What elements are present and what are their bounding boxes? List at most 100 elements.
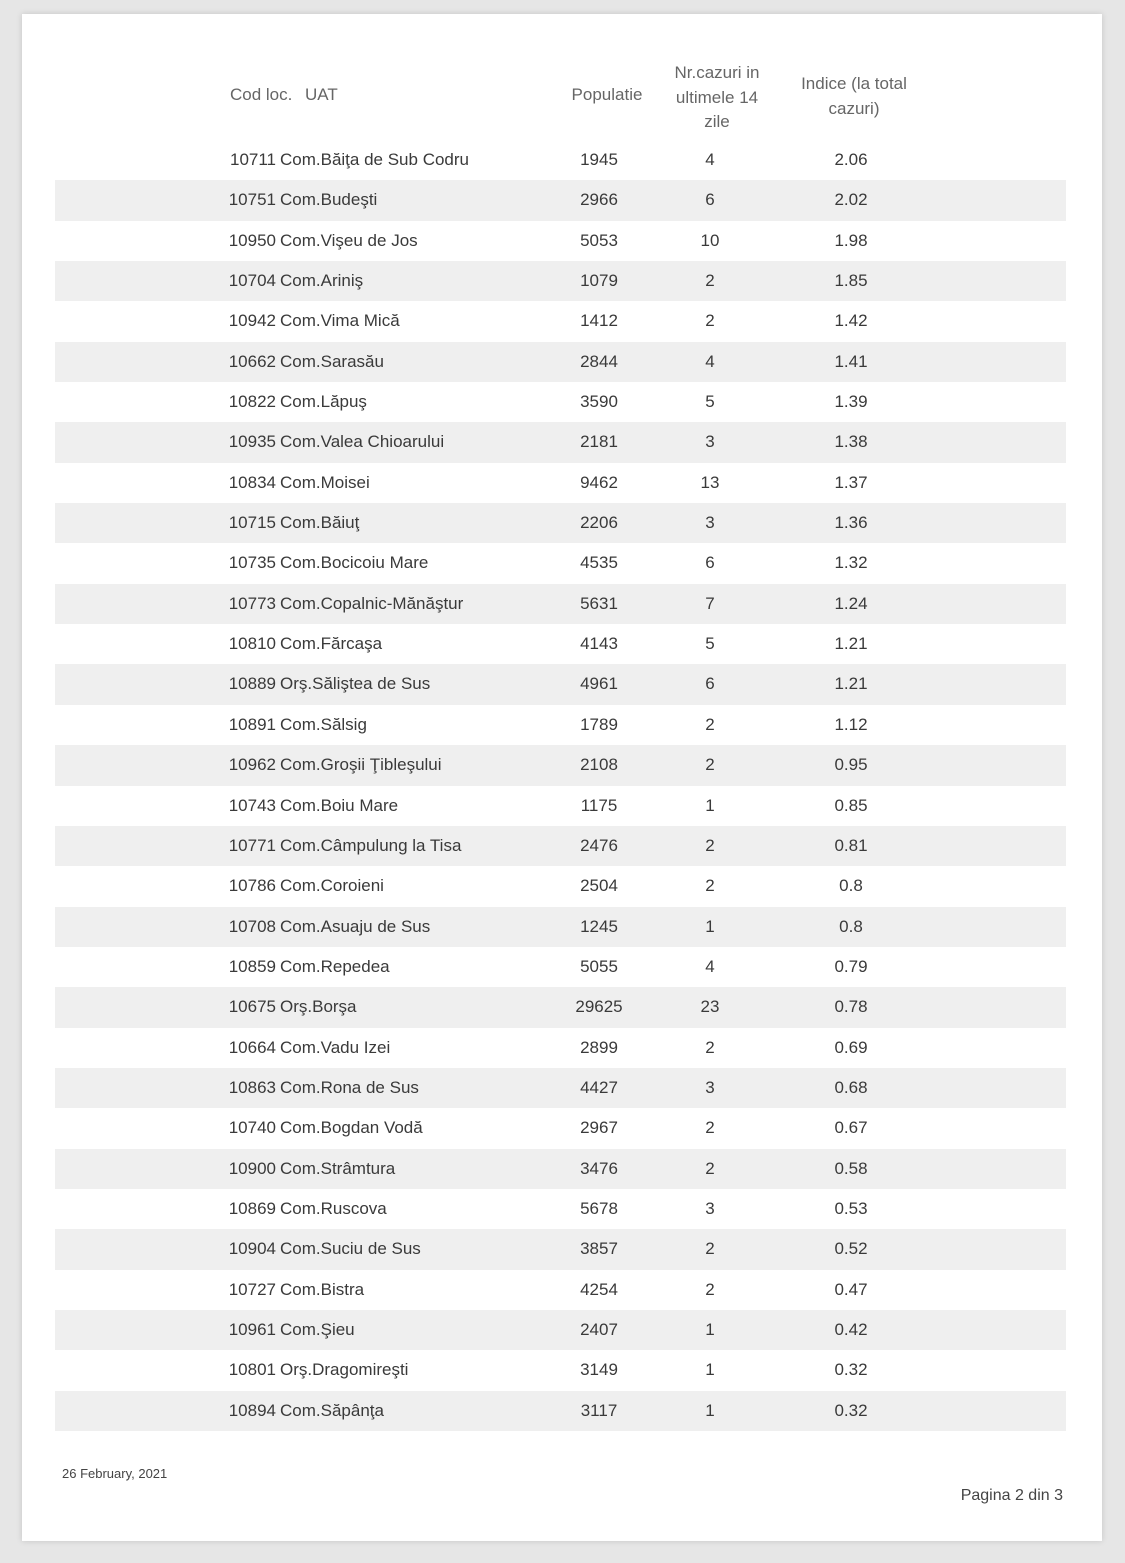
cell-index: 1.12 (834, 714, 868, 734)
cell-code: 10675 (228, 997, 276, 1017)
cell-index: 0.8 (839, 916, 863, 936)
cell-uat: Orş.Săliştea de Sus (280, 674, 431, 694)
cell-index: 1.98 (834, 230, 868, 250)
cell-index: 0.52 (834, 1239, 868, 1259)
cell-population: 2108 (580, 755, 618, 775)
cell-uat: Com.Valea Chioarului (280, 432, 445, 452)
header-index-line: cazuri) (828, 98, 880, 118)
cell-code: 10810 (228, 634, 276, 654)
table-row: 10662 Com.Sarasău 2844 4 1.41 (55, 341, 1066, 383)
cell-code: 10904 (228, 1239, 276, 1259)
cell-code: 10771 (228, 835, 276, 855)
cell-population: 2181 (580, 432, 618, 452)
cell-population: 2967 (580, 1118, 618, 1138)
cell-code: 10786 (228, 876, 276, 896)
table-row: 10900 Com.Strâmtura 3476 2 0.58 (55, 1148, 1066, 1189)
table-row: 10935 Com.Valea Chioarului 2181 3 1.38 (55, 422, 1066, 463)
cell-cases: 7 (705, 593, 715, 613)
cell-cases: 4 (705, 956, 715, 976)
cell-index: 0.58 (834, 1158, 868, 1178)
table-row: 10961 Com.Şieu 2407 1 0.42 (55, 1309, 1066, 1351)
cell-population: 5631 (580, 593, 618, 613)
footer-date: 26 February, 2021 (62, 1466, 168, 1481)
cell-uat: Com.Budeşti (280, 190, 378, 210)
cell-population: 5678 (580, 1198, 618, 1218)
cell-uat: Com.Vişeu de Jos (280, 230, 418, 250)
cell-index: 1.37 (834, 472, 868, 492)
table-row: 10869 Com.Ruscova 5678 3 0.53 (55, 1189, 1066, 1229)
cell-uat: Com.Lăpuş (280, 392, 367, 412)
header-cases-line: ultimele 14 (675, 87, 759, 107)
cell-cases: 6 (705, 674, 715, 694)
cell-cases: 2 (705, 876, 715, 896)
cell-code: 10961 (228, 1319, 276, 1339)
cell-cases: 3 (705, 1198, 715, 1218)
cell-population: 2899 (580, 1037, 618, 1057)
cell-index: 0.32 (834, 1400, 868, 1420)
cell-cases: 5 (705, 634, 715, 654)
table-row: 10950 Com.Vişeu de Jos 5053 10 1.98 (55, 221, 1066, 261)
table-row: 10962 Com.Groşii Ţibleşului 2108 2 0.95 (55, 745, 1066, 786)
cell-index: 0.78 (834, 997, 868, 1017)
cell-population: 3857 (580, 1239, 618, 1259)
table-row: 10904 Com.Suciu de Sus 3857 2 0.52 (55, 1229, 1066, 1270)
cell-index: 0.67 (834, 1118, 868, 1138)
cell-population: 2966 (580, 190, 618, 210)
cell-cases: 2 (705, 1037, 715, 1057)
cell-code: 10801 (228, 1360, 276, 1380)
cell-cases: 4 (705, 150, 715, 169)
header-index-line: Indice (la total (801, 74, 907, 93)
cell-index: 0.81 (834, 835, 868, 855)
table-row: 10773 Com.Copalnic-Mănăştur 5631 7 1.24 (55, 583, 1066, 625)
cell-code: 10711 (229, 150, 276, 169)
cell-index: 0.8 (839, 876, 863, 896)
cell-uat: Com.Strâmtura (280, 1158, 396, 1178)
cell-code: 10889 (228, 674, 276, 694)
table-row: 10822 Com.Lăpuş 3590 5 1.39 (55, 382, 1066, 422)
cell-cases: 2 (705, 714, 715, 734)
header-code: Cod loc. (230, 85, 293, 104)
cell-cases: 6 (705, 190, 715, 210)
cell-population: 3590 (580, 392, 618, 412)
cell-index: 0.85 (834, 795, 868, 815)
table-row: 10786 Com.Coroieni 2504 2 0.8 (55, 866, 1066, 906)
cell-uat: Com.Bistra (280, 1279, 365, 1299)
cell-index: 1.42 (834, 311, 868, 331)
cell-uat: Com.Ariniş (280, 271, 364, 291)
cell-uat: Com.Vadu Izei (280, 1037, 391, 1057)
cell-population: 2407 (580, 1319, 618, 1339)
cell-code: 10743 (228, 795, 276, 815)
cell-cases: 6 (705, 553, 715, 573)
cell-code: 10942 (228, 311, 276, 331)
cell-code: 10891 (228, 714, 276, 734)
cell-population: 4535 (580, 553, 618, 573)
table-row: 10751 Com.Budeşti 2966 6 2.02 (55, 180, 1066, 221)
cell-population: 1175 (580, 795, 618, 815)
cell-cases: 2 (705, 311, 715, 331)
cell-index: 2.02 (834, 190, 868, 210)
cell-uat: Com.Băiuţ (280, 513, 360, 533)
cell-code: 10900 (228, 1158, 276, 1178)
cell-code: 10869 (228, 1198, 276, 1218)
cell-population: 1789 (580, 714, 618, 734)
cell-code: 10751 (228, 190, 276, 210)
table-row: 10664 Com.Vadu Izei 2899 2 0.69 (55, 1028, 1066, 1068)
cell-uat: Com.Ruscova (280, 1198, 387, 1218)
cell-cases: 3 (705, 432, 715, 452)
cell-uat: Orş.Dragomireşti (280, 1360, 409, 1380)
cell-population: 29625 (575, 997, 623, 1017)
table-row: 10859 Com.Repedea 5055 4 0.79 (55, 947, 1066, 987)
table-row: 10727 Com.Bistra 4254 2 0.47 (55, 1270, 1066, 1310)
cell-uat: Com.Suciu de Sus (280, 1239, 421, 1259)
cell-index: 1.85 (834, 271, 868, 291)
cell-code: 10664 (228, 1037, 276, 1057)
table-row: 10715 Com.Băiuţ 2206 3 1.36 (55, 503, 1066, 544)
cell-uat: Orş.Borşa (280, 997, 357, 1017)
cell-index: 0.79 (834, 956, 868, 976)
cell-uat: Com.Sălsig (280, 714, 367, 734)
cell-population: 1245 (580, 916, 618, 936)
table-row: 10942 Com.Vima Mică 1412 2 1.42 (55, 301, 1066, 341)
cell-index: 1.24 (834, 593, 868, 613)
table-row: 10889 Orş.Săliştea de Sus 4961 6 1.21 (55, 664, 1066, 705)
cell-index: 0.42 (834, 1319, 868, 1339)
